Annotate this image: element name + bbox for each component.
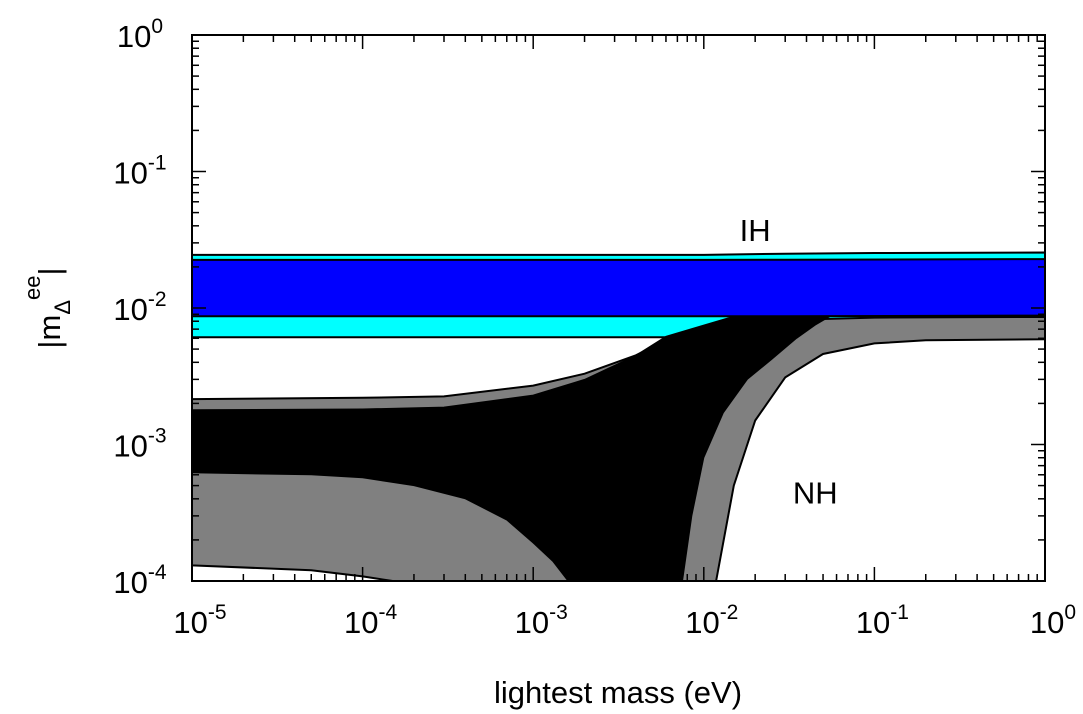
y-tick-label: 10-3 (113, 425, 166, 464)
y-axis-title-text: |mΔee| (20, 267, 75, 348)
tick-labels: 10-5 10-4 10-3 10-2 10-1 10010-410-310-210-11… (113, 15, 1076, 640)
x-tick-label: 10-2 (685, 601, 738, 640)
y-axis-title-sup: ee (20, 275, 45, 299)
plot-regions (192, 251, 1045, 581)
annotation-nh: NH (793, 475, 838, 510)
x-tick-label: 100 (1030, 601, 1076, 640)
y-axis-title: |mΔee| (20, 267, 75, 348)
region-nh-inner (192, 315, 832, 581)
x-axis-title: lightest mass (eV) (494, 675, 742, 710)
annotation-ih: IH (740, 213, 771, 248)
axis-ticks (191, 34, 1046, 582)
annotations: IH NH (740, 213, 838, 511)
y-axis-title-end: | (32, 267, 67, 275)
x-tick-label: 10-3 (515, 601, 568, 640)
y-tick-label: 10-4 (113, 561, 166, 600)
x-tick-label: 10-5 (173, 601, 226, 640)
x-tick-label: 10-1 (856, 601, 909, 640)
y-axis-title-base: |m (32, 315, 67, 349)
x-tick-label: 10-4 (344, 601, 397, 640)
y-tick-label: 100 (117, 15, 163, 54)
region-ih-inner (192, 258, 1045, 318)
y-axis-title-sub: Δ (50, 300, 75, 315)
y-tick-label: 10-1 (113, 152, 166, 191)
y-tick-label: 10-2 (113, 288, 166, 327)
